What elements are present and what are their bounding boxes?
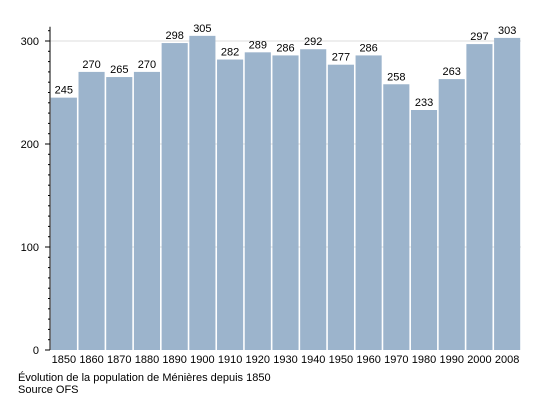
x-tick-label-1910: 1910 bbox=[218, 354, 242, 366]
bar-1900 bbox=[189, 35, 216, 350]
x-tick-label-2008: 2008 bbox=[495, 354, 519, 366]
data-label-1910: 282 bbox=[221, 47, 239, 59]
data-label-1990: 263 bbox=[443, 66, 461, 78]
bar-1890 bbox=[161, 43, 188, 351]
bar-1970 bbox=[383, 84, 410, 350]
x-tick-label-1990: 1990 bbox=[439, 354, 463, 366]
y-tick-label: 100 bbox=[21, 242, 39, 254]
y-tick-label: 0 bbox=[33, 345, 39, 357]
data-label-1890: 298 bbox=[165, 30, 183, 42]
x-tick-label-1940: 1940 bbox=[301, 354, 325, 366]
y-tick-label: 300 bbox=[21, 36, 39, 48]
bar-1990 bbox=[438, 79, 465, 351]
bar-1850 bbox=[50, 97, 77, 351]
data-labels: 245 270 265 270 298 305 282 289 286 292 277 286 258 2… bbox=[55, 23, 517, 109]
x-tick-label-1890: 1890 bbox=[162, 354, 186, 366]
x-tick-label-1850: 1850 bbox=[52, 354, 76, 366]
x-tick-label-1970: 1970 bbox=[384, 354, 408, 366]
data-label-1970: 258 bbox=[387, 71, 405, 83]
chart-caption-source: Source OFS bbox=[18, 384, 79, 396]
x-tick-label-2000: 2000 bbox=[467, 354, 491, 366]
bars bbox=[50, 35, 521, 351]
data-label-1900: 305 bbox=[193, 23, 211, 35]
data-label-1960: 286 bbox=[359, 42, 377, 54]
bar-1910 bbox=[217, 59, 244, 350]
bar-1930 bbox=[272, 55, 299, 351]
x-tick-label-1880: 1880 bbox=[135, 354, 159, 366]
data-label-1880: 270 bbox=[138, 59, 156, 71]
data-label-1920: 289 bbox=[249, 39, 267, 51]
bar-1870 bbox=[106, 77, 133, 351]
bar-1950 bbox=[327, 64, 354, 350]
bar-1860 bbox=[78, 71, 105, 351]
bar-1960 bbox=[355, 55, 382, 351]
data-label-1860: 270 bbox=[82, 59, 100, 71]
data-label-2008: 303 bbox=[498, 25, 516, 37]
x-tick-label-1960: 1960 bbox=[356, 354, 380, 366]
x-tick-label-1900: 1900 bbox=[190, 354, 214, 366]
bar-2008 bbox=[494, 37, 521, 350]
data-label-1870: 265 bbox=[110, 64, 128, 76]
bar-1920 bbox=[244, 52, 271, 351]
x-tick-label-1870: 1870 bbox=[107, 354, 131, 366]
x-tick-label-1920: 1920 bbox=[246, 354, 270, 366]
data-label-1980: 233 bbox=[415, 97, 433, 109]
data-label-2000: 297 bbox=[470, 31, 488, 43]
population-bar-chart: 245 270 265 270 298 305 282 289 286 292 277 286 258 2… bbox=[21, 23, 521, 366]
bar-1980 bbox=[410, 110, 438, 350]
x-tick-label-1950: 1950 bbox=[329, 354, 353, 366]
data-label-1950: 277 bbox=[332, 52, 350, 64]
bar-1940 bbox=[300, 49, 327, 351]
x-tick-label-1980: 1980 bbox=[412, 354, 436, 366]
axes: 0 100 200 300 1850 1860 1870 1880 1890 1900 1910 19… bbox=[21, 26, 519, 366]
data-label-1850: 245 bbox=[55, 85, 73, 97]
x-tick-label-1860: 1860 bbox=[79, 354, 103, 366]
bar-1880 bbox=[133, 71, 161, 351]
y-tick-label: 200 bbox=[21, 139, 39, 151]
chart-caption-title: Évolution de la population de Ménières d… bbox=[18, 372, 271, 384]
x-tick-label-1930: 1930 bbox=[273, 354, 297, 366]
data-label-1930: 286 bbox=[276, 42, 294, 54]
bar-2000 bbox=[466, 44, 493, 351]
data-label-1940: 292 bbox=[304, 36, 322, 48]
